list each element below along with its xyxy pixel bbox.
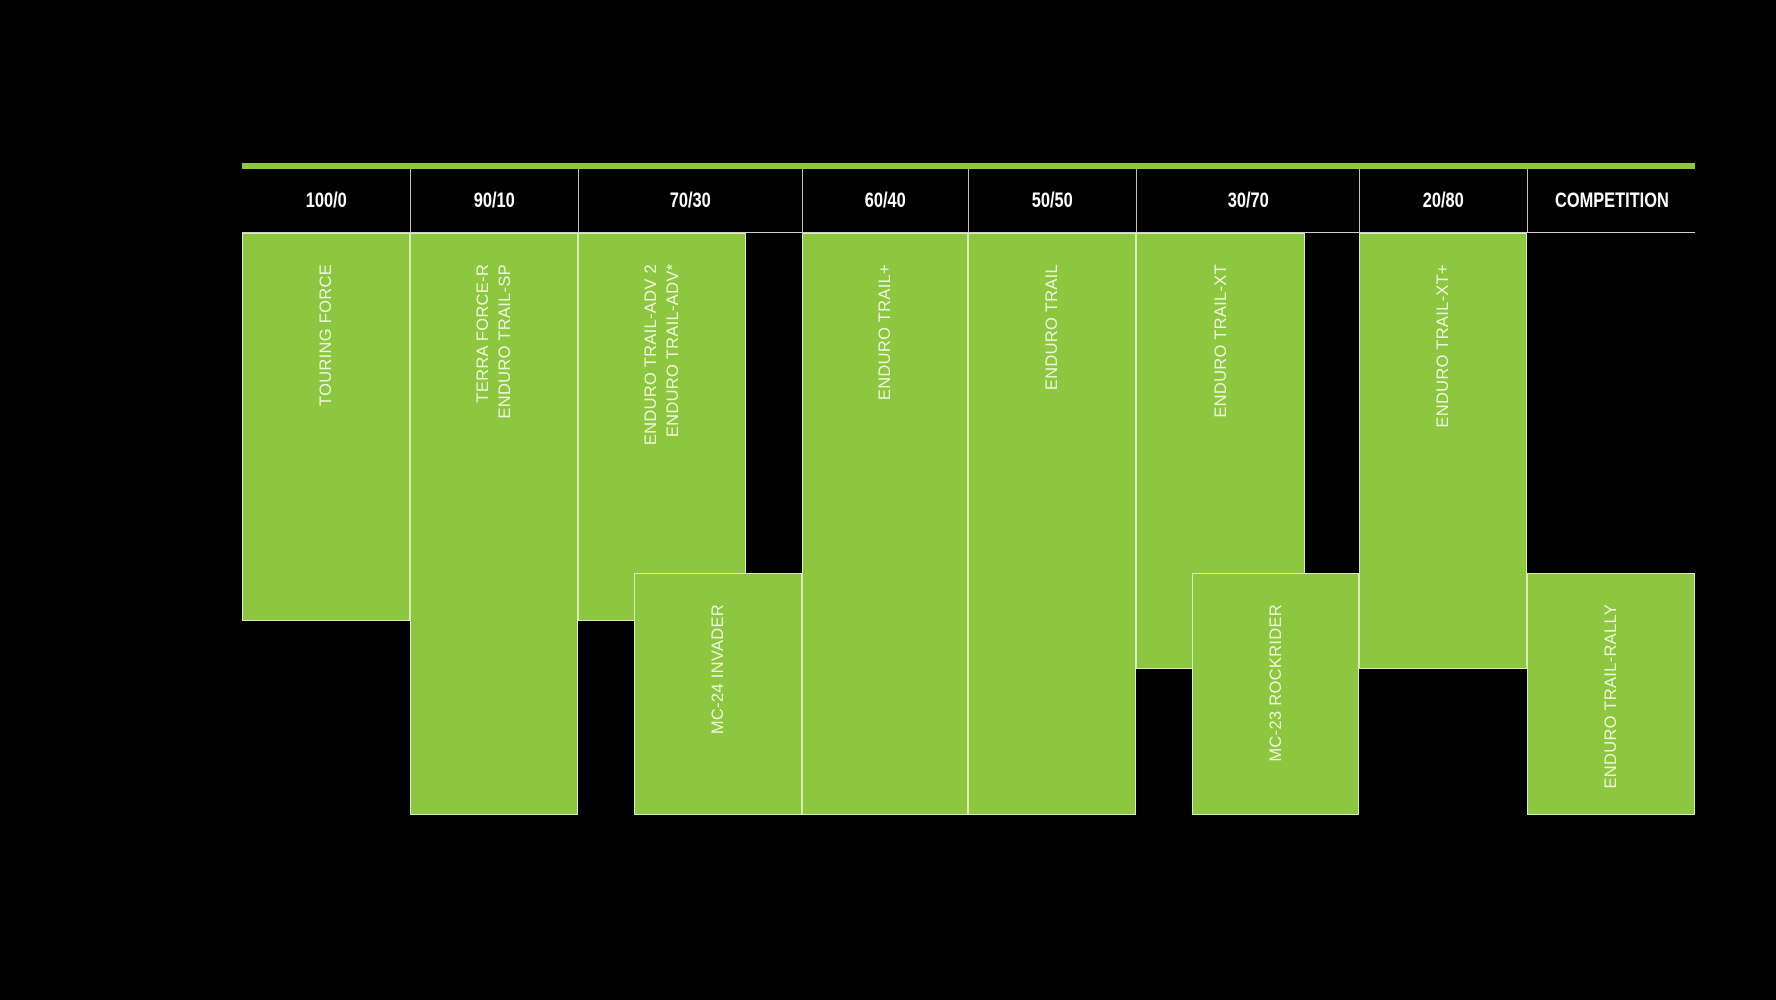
product-label: ENDURO TRAIL-ADV 2 ENDURO TRAIL-ADV* xyxy=(642,264,682,446)
product-label: TERRA FORCE-R ENDURO TRAIL-SP xyxy=(474,264,514,419)
column-label: 70/30 xyxy=(670,188,711,212)
column-header-60-40: 60/40 xyxy=(802,169,968,232)
column-label: 30/70 xyxy=(1227,188,1269,212)
product-label: ENDURO TRAIL-RALLY xyxy=(1602,604,1620,789)
column-header-90-10: 90/10 xyxy=(410,169,578,232)
column-header-50-50: 50/50 xyxy=(968,169,1136,232)
column-header-20-80: 20/80 xyxy=(1359,169,1527,232)
product-label: TOURING FORCE xyxy=(317,264,335,407)
product-block-enduro-trail-plus: ENDURO TRAIL+ xyxy=(802,233,968,815)
product-label: ENDURO TRAIL-XT+ xyxy=(1434,264,1452,428)
column-label: 90/10 xyxy=(474,188,515,212)
product-block-touring-force: TOURING FORCE xyxy=(242,233,410,621)
product-block-mc-24-invader: MC-24 INVADER xyxy=(634,573,802,815)
product-block-enduro-trail-adv: ENDURO TRAIL-ADV 2 ENDURO TRAIL-ADV* xyxy=(578,233,746,621)
product-label: ENDURO TRAIL+ xyxy=(876,264,894,401)
top-accent-bar xyxy=(242,163,1695,169)
product-block-enduro-trail: ENDURO TRAIL xyxy=(968,233,1136,815)
product-block-enduro-trail-xt-plus: ENDURO TRAIL-XT+ xyxy=(1359,233,1527,669)
product-block-mc-23-rockrider: MC-23 ROCKRIDER xyxy=(1192,573,1359,815)
column-label: COMPETITION xyxy=(1554,188,1669,212)
column-label: 20/80 xyxy=(1423,188,1464,212)
product-label: ENDURO TRAIL xyxy=(1043,264,1061,391)
column-header-70-30: 70/30 xyxy=(578,169,802,232)
product-label: ENDURO TRAIL-XT xyxy=(1211,264,1230,418)
column-header-100-0: 100/0 xyxy=(242,169,410,232)
column-header-row: 100/0 90/10 70/30 60/40 50/50 30/70 20/8… xyxy=(242,169,1695,233)
column-label: 50/50 xyxy=(1032,188,1073,212)
column-header-competition: COMPETITION xyxy=(1527,169,1695,232)
column-label: 60/40 xyxy=(865,188,906,212)
column-label: 100/0 xyxy=(305,188,347,212)
column-header-30-70: 30/70 xyxy=(1136,169,1359,232)
product-block-terra-force-r: TERRA FORCE-R ENDURO TRAIL-SP xyxy=(410,233,578,815)
product-block-enduro-trail-rally: ENDURO TRAIL-RALLY xyxy=(1527,573,1695,815)
product-label: MC-23 ROCKRIDER xyxy=(1266,604,1285,762)
product-label: MC-24 INVADER xyxy=(709,604,727,735)
